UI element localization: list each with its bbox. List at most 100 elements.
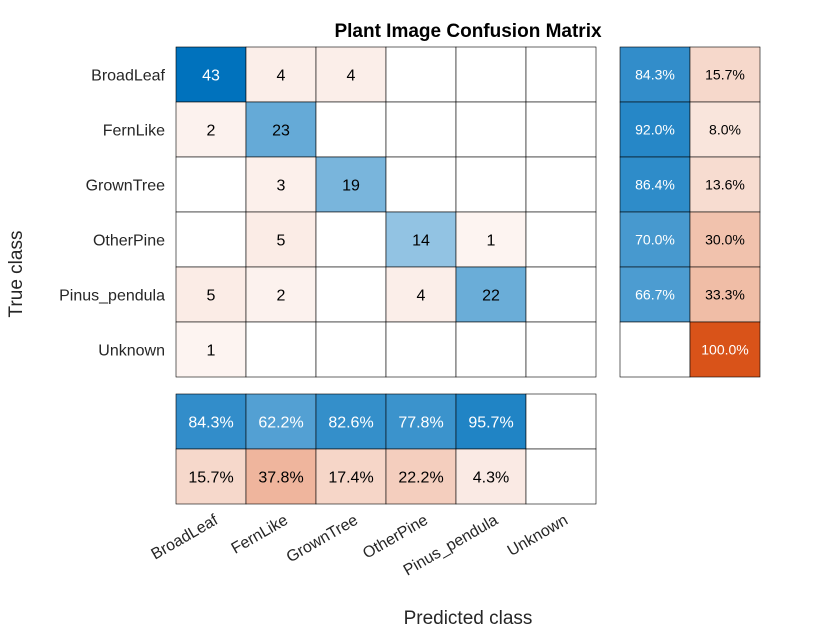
row-summary-label: 70.0% bbox=[635, 232, 675, 248]
matrix-cell bbox=[245, 211, 317, 268]
column-summary-cell bbox=[525, 448, 597, 505]
row-summary-label: 33.3% bbox=[705, 287, 745, 303]
row-summary-cell bbox=[689, 211, 761, 268]
row-summary-label: 15.7% bbox=[705, 67, 745, 83]
row-summary-label: 100.0% bbox=[701, 342, 748, 358]
matrix-cell bbox=[245, 46, 317, 103]
matrix-cell bbox=[175, 211, 247, 268]
row-summary-label: 30.0% bbox=[705, 232, 745, 248]
matrix-cell bbox=[315, 211, 387, 268]
row-summary-cell bbox=[619, 321, 691, 378]
matrix-cell bbox=[315, 266, 387, 323]
column-summary-cell bbox=[455, 393, 527, 450]
matrix-cell bbox=[315, 321, 387, 378]
row-summary-label: 86.4% bbox=[635, 177, 675, 193]
y-tick-label: GrownTree bbox=[86, 178, 166, 195]
row-summary-label: 92.0% bbox=[635, 122, 675, 138]
y-tick-label: OtherPine bbox=[93, 233, 165, 250]
column-summary-cell bbox=[385, 448, 457, 505]
column-summary-cell bbox=[315, 393, 387, 450]
y-tick-label: BroadLeaf bbox=[91, 68, 165, 85]
y-axis-label: True class bbox=[6, 231, 27, 318]
matrix-cell-label: 23 bbox=[272, 123, 290, 140]
matrix-cell bbox=[455, 46, 527, 103]
matrix-cell bbox=[175, 321, 247, 378]
matrix-grid: 43 4 4 2 23 3 19 5 14 1 5 2 4 22 1 bbox=[175, 46, 597, 378]
column-summary-label: 37.8% bbox=[258, 470, 303, 487]
matrix-cell bbox=[385, 46, 457, 103]
matrix-cell-label: 1 bbox=[487, 233, 496, 250]
matrix-cell bbox=[175, 101, 247, 158]
matrix-cell bbox=[525, 321, 597, 378]
matrix-cell bbox=[315, 46, 387, 103]
matrix-cell bbox=[455, 101, 527, 158]
column-summary-label: 22.2% bbox=[398, 470, 443, 487]
column-summary-cell bbox=[315, 448, 387, 505]
matrix-cell-label: 2 bbox=[207, 123, 216, 140]
column-summary-label: 95.7% bbox=[468, 415, 513, 432]
matrix-cell bbox=[455, 266, 527, 323]
x-tick-label: FernLike bbox=[229, 512, 291, 558]
row-summary-label: 8.0% bbox=[709, 122, 741, 138]
row-summary-cell bbox=[619, 46, 691, 103]
row-summary-cell bbox=[689, 101, 761, 158]
column-summary-label: 82.6% bbox=[328, 415, 373, 432]
chart-title: Plant Image Confusion Matrix bbox=[334, 21, 602, 42]
matrix-cell-label: 4 bbox=[347, 68, 356, 85]
column-summary-label: 84.3% bbox=[188, 415, 233, 432]
column-summary-label: 17.4% bbox=[328, 470, 373, 487]
row-summary-cell bbox=[619, 211, 691, 268]
row-summary-label: 13.6% bbox=[705, 177, 745, 193]
row-summary-cell bbox=[689, 266, 761, 323]
row-summary-grid: 84.3% 15.7% 92.0% 8.0% 86.4% 13.6% 70.0% 30.0% 6… bbox=[619, 46, 761, 378]
matrix-cell bbox=[175, 156, 247, 213]
row-summary-cell bbox=[619, 101, 691, 158]
x-axis-label: Predicted class bbox=[404, 608, 533, 629]
y-tick-label: Unknown bbox=[98, 343, 165, 360]
matrix-cell bbox=[455, 211, 527, 268]
matrix-cell-label: 14 bbox=[412, 233, 430, 250]
column-summary-label: 62.2% bbox=[258, 415, 303, 432]
matrix-cell-label: 1 bbox=[207, 343, 216, 360]
matrix-cell-label: 5 bbox=[277, 233, 286, 250]
matrix-cell bbox=[385, 266, 457, 323]
matrix-cell bbox=[455, 156, 527, 213]
column-summary-cell bbox=[525, 393, 597, 450]
matrix-cell bbox=[245, 156, 317, 213]
matrix-cell bbox=[245, 321, 317, 378]
y-tick-label: FernLike bbox=[103, 123, 165, 140]
matrix-cell-label: 19 bbox=[342, 178, 360, 195]
matrix-cell bbox=[525, 211, 597, 268]
matrix-cell-label: 4 bbox=[277, 68, 286, 85]
matrix-cell bbox=[525, 46, 597, 103]
column-summary-cell bbox=[175, 393, 247, 450]
y-tick-label: Pinus_pendula bbox=[59, 288, 165, 305]
y-tick-labels: BroadLeaf FernLike GrownTree OtherPine Pinus… bbox=[59, 68, 165, 360]
matrix-cell bbox=[385, 156, 457, 213]
matrix-cell-label: 43 bbox=[202, 68, 220, 85]
row-summary-cell bbox=[689, 156, 761, 213]
row-summary-cell bbox=[689, 321, 761, 378]
row-summary-label: 84.3% bbox=[635, 67, 675, 83]
column-summary-cell bbox=[245, 393, 317, 450]
matrix-cell bbox=[525, 156, 597, 213]
matrix-cell bbox=[525, 101, 597, 158]
matrix-cell-label: 5 bbox=[207, 288, 216, 305]
column-summary-label: 4.3% bbox=[473, 470, 509, 487]
matrix-cell-label: 22 bbox=[482, 288, 500, 305]
row-summary-cell bbox=[689, 46, 761, 103]
matrix-cell bbox=[245, 266, 317, 323]
matrix-cell-label: 4 bbox=[417, 288, 426, 305]
column-summary-cell bbox=[455, 448, 527, 505]
matrix-cell-label: 2 bbox=[277, 288, 286, 305]
column-summary-label: 15.7% bbox=[188, 470, 233, 487]
matrix-cell bbox=[175, 46, 247, 103]
row-summary-cell bbox=[619, 156, 691, 213]
x-tick-label: Unknown bbox=[505, 512, 571, 560]
matrix-cell bbox=[455, 321, 527, 378]
matrix-cell-label: 3 bbox=[277, 178, 286, 195]
x-tick-label: BroadLeaf bbox=[149, 511, 222, 563]
column-summary-grid: 84.3% 62.2% 82.6% 77.8% 95.7% 15.7% 37.8% 17.4%… bbox=[175, 393, 597, 505]
